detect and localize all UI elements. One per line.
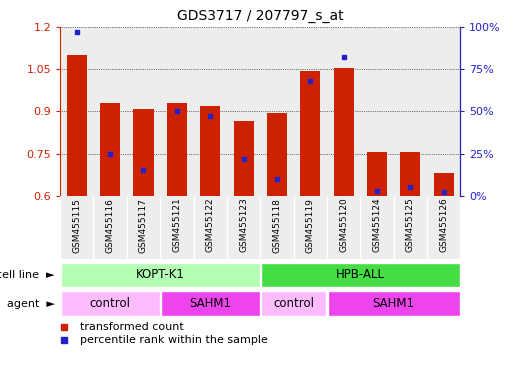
Bar [67,55,87,196]
Text: GSM455115: GSM455115 [72,198,81,253]
Bar [94,196,127,259]
Bar [133,109,154,196]
Bar [200,106,220,196]
Bar [360,27,393,196]
Text: agent  ►: agent ► [7,298,55,309]
Bar [260,196,293,259]
Text: GSM455121: GSM455121 [173,198,181,253]
Bar [427,196,460,259]
Bar [261,291,326,316]
Bar [60,27,94,196]
Text: percentile rank within the sample: percentile rank within the sample [80,335,268,345]
Bar [61,291,160,316]
Bar [227,27,260,196]
Text: KOPT-K1: KOPT-K1 [136,268,185,281]
Text: GSM455116: GSM455116 [106,198,115,253]
Bar [327,27,360,196]
Text: GSM455125: GSM455125 [406,198,415,253]
Bar [394,196,427,259]
Bar [267,113,287,196]
Bar [261,263,460,287]
Bar [127,196,160,259]
Bar [100,103,120,196]
Bar [160,27,194,196]
Text: GSM455117: GSM455117 [139,198,148,253]
Bar [167,103,187,196]
Text: control: control [273,297,314,310]
Text: HPB-ALL: HPB-ALL [336,268,385,281]
Bar [293,196,327,259]
Bar [260,27,293,196]
Bar [427,27,460,196]
Bar [327,196,360,259]
Bar [194,196,227,259]
Text: GSM455126: GSM455126 [439,198,448,253]
Bar [94,27,127,196]
Bar [161,291,259,316]
Title: GDS3717 / 207797_s_at: GDS3717 / 207797_s_at [177,9,344,23]
Text: GSM455120: GSM455120 [339,198,348,253]
Bar [400,152,420,196]
Bar [194,27,227,196]
Bar [367,152,387,196]
Text: GSM455118: GSM455118 [272,198,281,253]
Text: GSM455123: GSM455123 [239,198,248,253]
Bar [227,196,260,259]
Bar [293,27,327,196]
Text: SAHM1: SAHM1 [372,297,415,310]
Text: GSM455119: GSM455119 [306,198,315,253]
Bar [434,173,453,196]
Text: cell line  ►: cell line ► [0,270,55,280]
Text: control: control [89,297,131,310]
Bar [300,71,320,196]
Bar [160,196,194,259]
Text: SAHM1: SAHM1 [189,297,231,310]
Bar [233,121,254,196]
Bar [360,196,393,259]
Bar [327,291,460,316]
Text: GSM455122: GSM455122 [206,198,214,252]
Bar [127,27,160,196]
Bar [334,68,354,196]
Bar [60,196,94,259]
Text: transformed count: transformed count [80,322,184,333]
Bar [61,263,259,287]
Bar [394,27,427,196]
Text: GSM455124: GSM455124 [372,198,381,252]
